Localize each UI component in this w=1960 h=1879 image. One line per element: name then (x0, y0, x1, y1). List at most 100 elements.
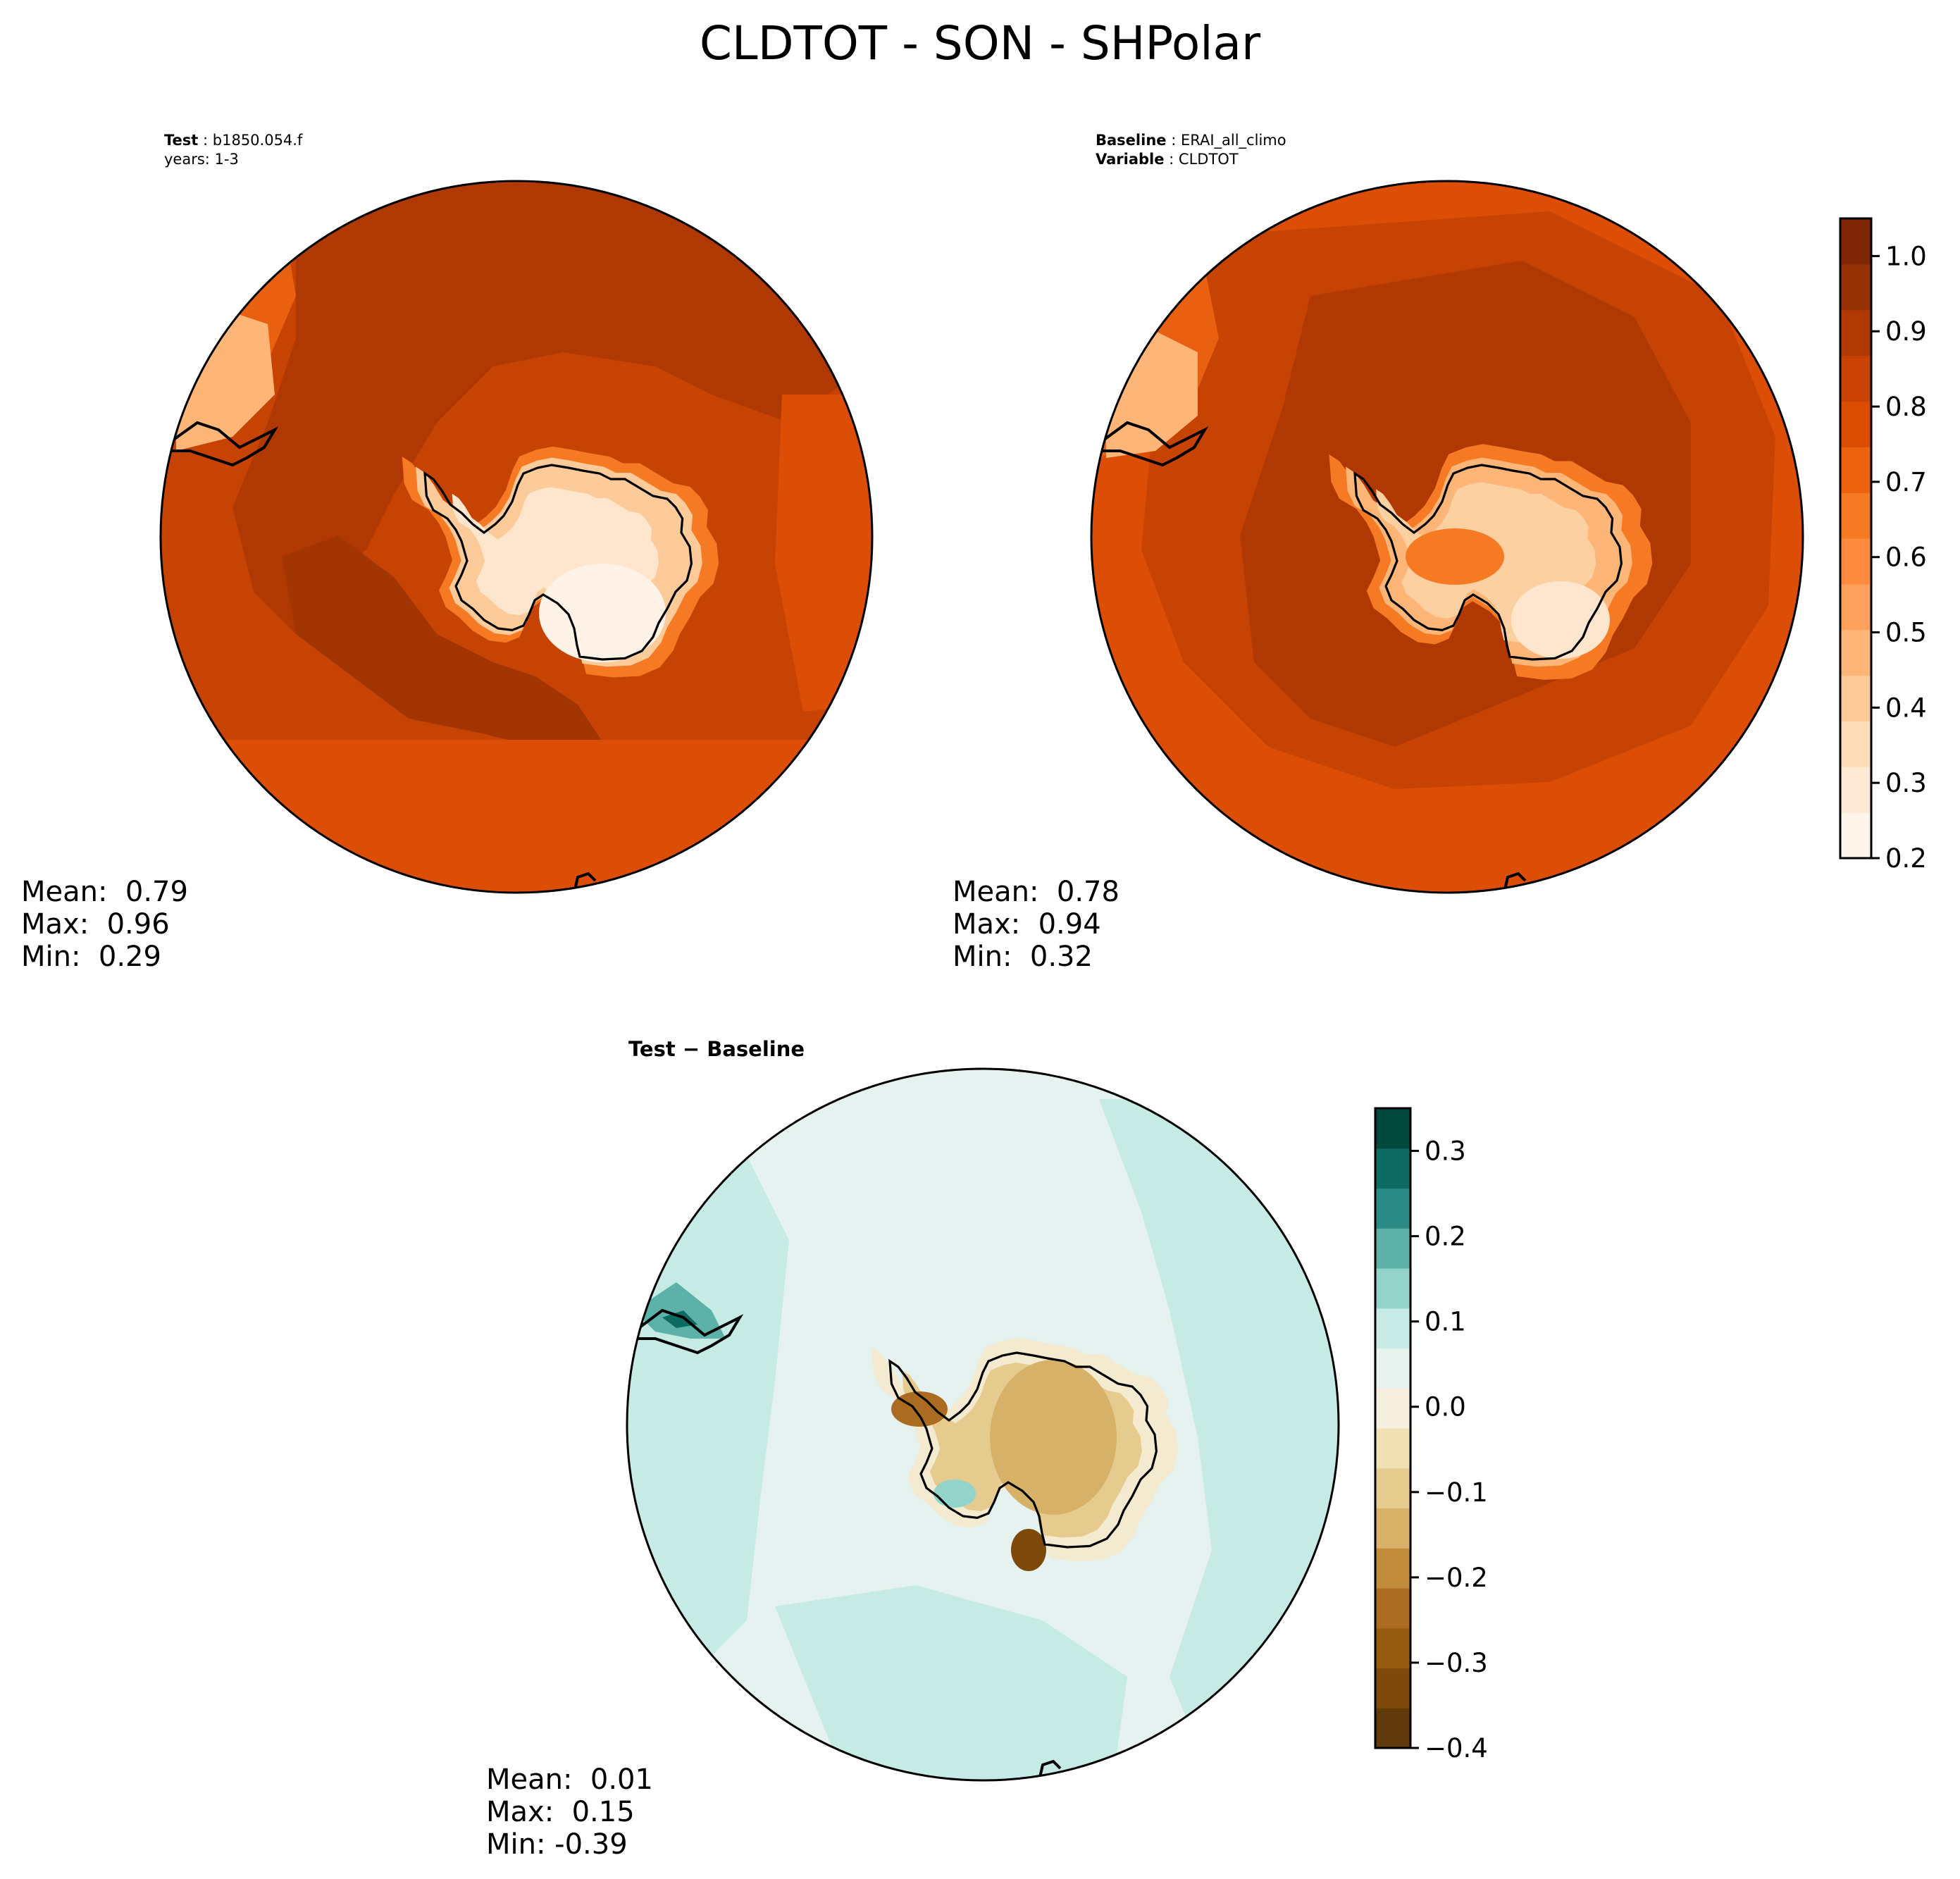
diff-sa-teal (634, 1282, 726, 1339)
colorbar-diff-swatch (1375, 1548, 1410, 1589)
baseline-max: Max: 0.94 (953, 908, 1101, 941)
colorbar-main-tick-label: 1.0 (1885, 241, 1927, 271)
colorbar-main-swatch (1840, 812, 1871, 859)
colorbar-diff-tick-label: −0.1 (1425, 1477, 1488, 1508)
colorbar-main-tick-label: 0.9 (1885, 316, 1927, 347)
colorbar-main-swatch (1840, 492, 1871, 539)
diff-stats: Mean: 0.01 Max: 0.15 Min: -0.39 (486, 1763, 653, 1861)
colorbar-diff-swatch (1375, 1268, 1410, 1309)
test-stats: Mean: 0.79 Max: 0.96 Min: 0.29 (21, 876, 188, 973)
test-map (159, 180, 874, 894)
baseline-map-frame (1090, 180, 1804, 894)
colorbar-diff-swatch (1375, 1508, 1410, 1549)
variable-label-key: Variable (1096, 151, 1165, 168)
colorbar-diff-swatch (1375, 1588, 1410, 1629)
colorbar-main-swatch (1840, 721, 1871, 767)
test-map-frame (159, 180, 874, 894)
colorbar-main-tick-label: 0.6 (1885, 542, 1927, 573)
colorbar-diff-swatch (1375, 1708, 1410, 1749)
colorbar-diff-swatch (1375, 1468, 1410, 1509)
diff-ice-brown-dark-2 (1011, 1529, 1046, 1571)
test-label-value: b1850.054.f (212, 132, 303, 149)
colorbar-diff-tick-label: −0.2 (1425, 1563, 1488, 1593)
colorbar-diff-swatch (1375, 1188, 1410, 1229)
test-south-america (166, 421, 279, 467)
colorbar-diff-swatch (1375, 1148, 1410, 1189)
variable-label-value: CLDTOT (1178, 151, 1239, 168)
baseline-ice-white (1511, 581, 1610, 659)
colorbar-main-swatch (1840, 767, 1871, 813)
colorbar-main-swatch (1840, 447, 1871, 493)
baseline-ice-orange-patch (1406, 528, 1504, 585)
colorbar-main-tick-label: 0.4 (1885, 693, 1927, 723)
baseline-label-value: ERAI_all_climo (1180, 132, 1286, 149)
colorbar-diff-swatch (1375, 1108, 1410, 1149)
diff-south-america (633, 1308, 744, 1355)
colorbar-main-swatch (1840, 218, 1871, 265)
colorbar-main-swatch (1840, 629, 1871, 676)
diff-positive-band-bottom (775, 1585, 1127, 1780)
colorbar-diff-tick-label: 0.1 (1425, 1307, 1466, 1337)
colorbar-main: 0.2 0.3 0.4 0.5 0.6 0.7 0.8 0.9 1.0 (1839, 217, 1927, 874)
test-label-years: years: 1-3 (164, 151, 239, 168)
diff-min: Min: -0.39 (486, 1828, 628, 1861)
colorbar-main-tick-label: 0.5 (1885, 618, 1927, 648)
test-ice-white (539, 564, 666, 662)
colorbar-diff: −0.4 −0.3 −0.2 −0.1 0.0 0.1 0.2 0.3 (1374, 1107, 1488, 1763)
colorbar-main-swatch (1840, 675, 1871, 722)
colorbar-diff-tick-label: 0.3 (1425, 1136, 1466, 1167)
diff-map (626, 1067, 1340, 1782)
baseline-mean: Mean: 0.78 (953, 876, 1119, 908)
diff-positive-band-left (627, 1155, 789, 1663)
test-mean: Mean: 0.79 (21, 876, 188, 908)
baseline-label: Baseline : ERAI_all_climo Variable : CLD… (1096, 132, 1286, 168)
colorbar-main-swatch (1840, 263, 1871, 311)
diff-mean: Mean: 0.01 (486, 1763, 653, 1796)
colorbar-diff-frame (1374, 1107, 1412, 1749)
colorbar-diff-swatch (1375, 1668, 1410, 1709)
colorbar-main-tick-label: 0.8 (1885, 392, 1927, 422)
colorbar-diff-swatch (1375, 1428, 1410, 1469)
colorbar-diff-swatch (1375, 1228, 1410, 1269)
test-right-band (775, 395, 872, 712)
test-label-key: Test (164, 132, 199, 149)
baseline-nz (1503, 872, 1527, 893)
diff-map-frame (626, 1067, 1340, 1782)
colorbar-diff-tick-label: 0.2 (1425, 1222, 1466, 1252)
colorbar-main-tick-label: 0.3 (1885, 768, 1927, 798)
diff-title-baseline: Baseline (707, 1037, 805, 1061)
colorbar-main-swatch (1840, 583, 1871, 631)
test-nz (573, 872, 597, 893)
baseline-min: Min: 0.32 (953, 941, 1093, 973)
baseline-label-key: Baseline (1096, 132, 1167, 149)
test-max: Max: 0.96 (21, 908, 170, 941)
test-min: Min: 0.29 (21, 941, 161, 973)
diff-title: Test − Baseline (628, 1037, 805, 1061)
colorbar-diff-swatch (1375, 1308, 1410, 1349)
diff-title-test: Test (628, 1037, 676, 1061)
colorbar-main-swatch (1840, 538, 1871, 585)
baseline-map (1090, 180, 1804, 894)
test-lower-cloud-band (161, 740, 872, 893)
baseline-stats: Mean: 0.78 Max: 0.94 Min: 0.32 (953, 876, 1119, 973)
colorbar-diff-swatch (1375, 1627, 1410, 1669)
diff-ice-brown-dark-1 (891, 1391, 948, 1427)
colorbar-diff-tick-label: −0.4 (1425, 1733, 1488, 1763)
colorbar-main-swatch (1840, 309, 1871, 356)
colorbar-main-tick-label: 0.2 (1885, 843, 1927, 874)
baseline-south-america (1097, 421, 1209, 467)
diff-ice-brown (990, 1360, 1117, 1515)
colorbar-diff-tick-label: 0.0 (1425, 1392, 1466, 1422)
colorbar-diff-tick-label: −0.3 (1425, 1648, 1488, 1678)
diff-max: Max: 0.15 (486, 1796, 635, 1828)
colorbar-main-swatch (1840, 401, 1871, 447)
colorbar-diff-swatch (1375, 1388, 1410, 1429)
test-label: Test : b1850.054.f years: 1-3 (164, 132, 303, 168)
colorbar-diff-swatch (1375, 1348, 1410, 1389)
diff-title-sep: − (675, 1037, 707, 1061)
diff-positive-band-right (1099, 1099, 1339, 1780)
diff-ice-teal (934, 1480, 976, 1508)
colorbar-main-frame (1839, 217, 1873, 860)
colorbar-main-tick-label: 0.7 (1885, 467, 1927, 497)
